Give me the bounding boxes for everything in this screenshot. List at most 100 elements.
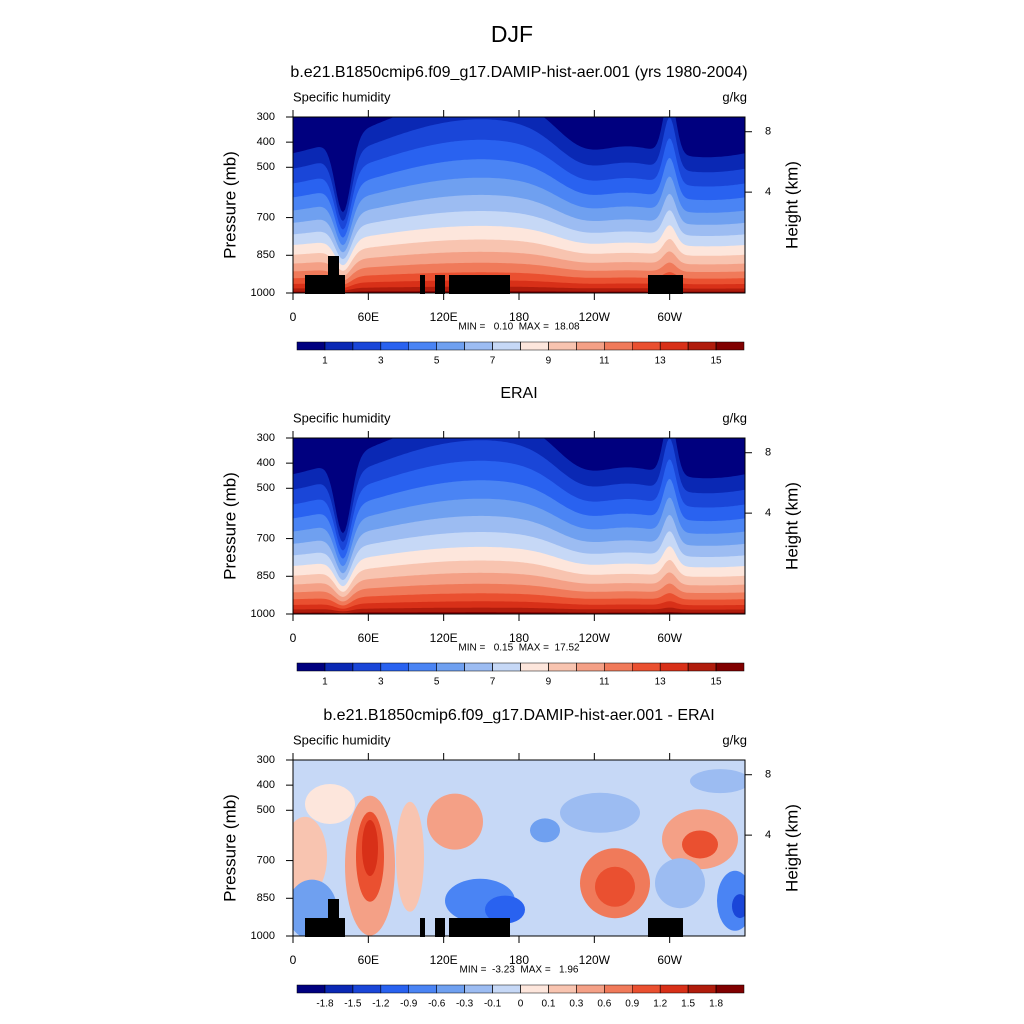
right-string: g/kg [722,410,747,425]
topography [449,275,510,294]
colorbar-box [436,662,465,672]
left-string: Specific humidity [293,732,391,747]
colorbar-tick-label: 7 [490,677,496,688]
x-tick-label: 180 [509,310,529,324]
colorbar-tick-label: 13 [655,356,667,367]
colorbar-box [464,984,493,994]
x-tick-label: 0 [290,953,297,967]
colorbar-box [380,662,409,672]
colorbar-box [324,662,354,672]
x-tick-label: 60W [657,631,682,645]
topography [435,918,445,937]
colorbar-box [715,341,745,351]
y-tick-label: 1000 [251,287,275,299]
x-tick-label: 60E [358,953,379,967]
right-string: g/kg [722,89,747,104]
colorbar-tick-label: 13 [655,677,667,688]
colorbar-box [380,341,409,351]
topography [328,899,339,919]
colorbar-tick-label: 0 [518,999,524,1010]
contour-fill [655,858,705,909]
contour-field [293,117,745,293]
colorbar-tick-label: 3 [378,356,384,367]
colorbar-box [436,341,465,351]
topography [449,918,510,937]
x-tick-label: 180 [509,953,529,967]
topography [305,918,345,937]
panel-title: b.e21.B1850cmip6.f09_g17.DAMIP-hist-aer.… [323,707,714,724]
colorbar-box [436,984,465,994]
x-tick-label: 120W [579,631,611,645]
colorbar-tick-label: 1.2 [653,999,667,1010]
colorbar-box [492,662,521,672]
topography [328,256,339,276]
colorbar-tick-label: 1.8 [709,999,723,1010]
y-axis-label: Pressure (mb) [220,472,239,580]
stats: MIN = 0.10 MAX = 18.08 [458,322,580,333]
colorbar-box [687,341,717,351]
topography [420,918,425,937]
colorbar-box [632,984,661,994]
colorbar-box [352,662,382,672]
colorbar-tick-label: -0.9 [400,999,418,1010]
colorbar-box [296,341,326,351]
panel: ERAI Specific humidity g/kg Pressure (mb) He… [220,385,801,687]
x-tick-label: 60W [657,953,682,967]
x-tick-label: 120E [430,631,458,645]
colorbar-box [464,662,493,672]
y2-axis-label: Height (km) [782,161,801,249]
colorbar-box [464,341,493,351]
colorbar-box [659,341,689,351]
colorbar-box [576,984,605,994]
colorbar-box [576,662,605,672]
y-tick-label: 1000 [251,608,275,620]
colorbar-box [296,662,326,672]
colorbar-tick-label: 0.6 [597,999,611,1010]
y2-tick-label: 4 [765,507,771,519]
panel-title: b.e21.B1850cmip6.f09_g17.DAMIP-hist-aer.… [290,64,747,81]
x-tick-label: 60E [358,631,379,645]
colorbar-box [604,662,633,672]
colorbar-tick-label: 11 [599,356,610,367]
contour-fill [732,894,745,919]
y-tick-label: 300 [257,754,275,766]
x-tick-label: 0 [290,631,297,645]
colorbar-box [687,662,717,672]
topography [648,275,683,294]
x-tick-label: 60E [358,310,379,324]
colorbar-box [548,662,577,672]
topography [420,275,425,294]
colorbar-box [604,984,633,994]
colorbar-box [408,984,437,994]
colorbar-box [632,341,661,351]
colorbar-box [715,662,745,672]
y2-axis-label: Height (km) [782,804,801,892]
colorbar-tick-label: 1.5 [681,999,695,1010]
right-string: g/kg [722,732,747,747]
colorbar-box [352,984,382,994]
contour-fill [362,820,378,876]
left-string: Specific humidity [293,89,391,104]
colorbar-tick-label: 3 [378,677,384,688]
colorbar-box [324,984,354,994]
colorbar-box [604,341,633,351]
contour-field [293,760,745,936]
contour-fill [690,769,745,794]
y-tick-label: 850 [257,570,275,582]
contour-fill [485,895,525,924]
colorbar-tick-label: 9 [546,356,552,367]
colorbar-tick-label: -1.2 [372,999,390,1010]
colorbar-tick-label: -0.6 [428,999,446,1010]
colorbar-box [520,984,549,994]
colorbar-box [492,984,521,994]
panel: b.e21.B1850cmip6.f09_g17.DAMIP-hist-aer.… [220,707,801,1009]
y-tick-label: 850 [257,249,275,261]
x-tick-label: 0 [290,310,297,324]
y2-tick-label: 8 [765,126,771,138]
contour-field [293,438,745,614]
colorbar-tick-label: -1.8 [316,999,334,1010]
colorbar-tick-label: -0.3 [456,999,474,1010]
colorbar-tick-label: 11 [599,677,610,688]
contour-fill [305,784,355,824]
